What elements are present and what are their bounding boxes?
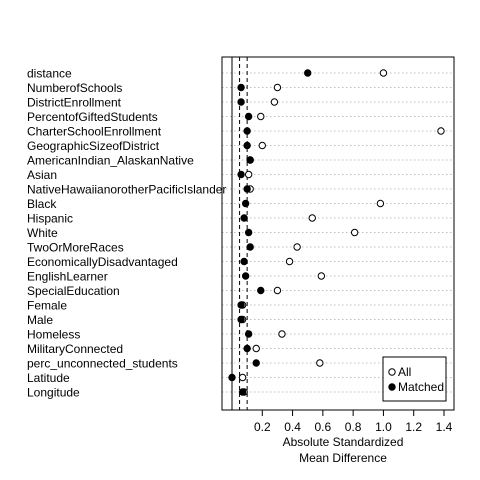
matched-point — [237, 98, 245, 106]
all-point — [252, 344, 260, 353]
variable-label: AmericanIndian_AlaskanNative — [27, 153, 194, 167]
all-point — [293, 243, 301, 251]
legend-matched-label: Matched — [398, 380, 444, 394]
variable-label: DistrictEnrollment — [27, 95, 122, 109]
variable-label: EconomicallyDisadvantaged — [27, 255, 178, 269]
x-axis-title-line2: Mean Difference — [299, 451, 387, 465]
grid-lines — [222, 72, 454, 393]
variable-label: PercentofGiftedStudents — [27, 110, 158, 124]
reference-lines — [231, 57, 248, 410]
all-point — [244, 170, 253, 179]
all-point — [278, 330, 286, 338]
x-tick-label: 1.4 — [436, 420, 453, 434]
variable-label: Asian — [27, 168, 57, 182]
matched-point — [237, 315, 245, 324]
matched-point — [257, 286, 265, 295]
matched-point — [241, 199, 250, 208]
all-point — [317, 272, 326, 280]
all-point — [273, 286, 282, 295]
variable-label: NativeHawaiianorotherPacificIslander — [27, 182, 226, 196]
x-tick-label: 0.8 — [345, 420, 362, 434]
data-points — [228, 69, 445, 396]
legend-matched-marker — [388, 383, 396, 391]
matched-point — [304, 69, 312, 77]
matched-point — [243, 344, 251, 353]
matched-point — [237, 301, 245, 309]
variable-label: SpecialEducation — [27, 284, 120, 298]
variable-label: GeographicSizeofDistrict — [27, 139, 160, 153]
matched-point — [237, 170, 245, 179]
all-point — [238, 373, 247, 382]
variable-labels: distanceNumberofSchoolsDistrictEnrollmen… — [27, 66, 226, 399]
variable-label: Female — [27, 298, 67, 312]
all-point — [273, 83, 282, 92]
matched-point — [246, 156, 254, 164]
all-point — [285, 257, 294, 266]
variable-label: Hispanic — [27, 211, 73, 225]
all-point — [316, 359, 324, 367]
all-point — [379, 69, 388, 77]
x-tick-label: 1.0 — [375, 420, 392, 434]
matched-point — [243, 185, 251, 193]
x-tick-label: 0.6 — [315, 420, 332, 434]
plot-frame — [221, 56, 455, 411]
x-axis-title-line1: Absolute Standardized — [283, 435, 404, 449]
variable-label: distance — [27, 66, 72, 80]
all-point — [258, 141, 266, 150]
variable-label: Male — [27, 313, 53, 327]
x-tick-label: 1.2 — [405, 420, 422, 434]
variable-label: CharterSchoolEnrollment — [27, 124, 162, 138]
matched-point — [228, 373, 236, 382]
matched-point — [246, 243, 254, 251]
legend: All Matched — [382, 356, 447, 402]
x-tick-label: 0.2 — [254, 420, 271, 434]
matched-point — [241, 272, 250, 280]
variable-label: perc_unconnected_students — [27, 356, 178, 370]
matched-point — [240, 257, 248, 266]
matched-point — [252, 359, 260, 367]
matched-point — [243, 141, 251, 150]
matched-point — [240, 214, 248, 222]
matched-point — [244, 228, 253, 237]
variable-label: White — [27, 226, 58, 240]
all-point — [257, 112, 265, 121]
x-tick-label: 0.4 — [284, 420, 301, 434]
variable-label: Longitude — [27, 385, 80, 399]
matched-point — [244, 112, 253, 121]
legend-all-label: All — [398, 365, 411, 379]
variable-label: TwoOrMoreRaces — [27, 240, 124, 254]
all-point — [270, 98, 279, 106]
variable-label: EnglishLearner — [27, 269, 108, 283]
matched-point — [237, 83, 245, 92]
matched-point — [238, 388, 247, 396]
matched-point — [244, 330, 253, 338]
variable-label: NumberofSchools — [27, 81, 122, 95]
all-point — [350, 228, 359, 237]
variable-label: Latitude — [27, 371, 70, 385]
x-axis: 0.2 0.4 0.6 0.8 1.0 1.2 1.4 — [254, 410, 453, 434]
legend-box — [382, 356, 447, 402]
legend-all-marker — [388, 368, 396, 376]
variable-label: Black — [27, 197, 57, 211]
matched-point — [243, 127, 251, 135]
variable-label: MilitaryConnected — [27, 342, 123, 356]
variable-label: Homeless — [27, 327, 80, 341]
all-point — [376, 199, 385, 208]
all-point — [437, 127, 445, 135]
all-point — [308, 214, 316, 222]
